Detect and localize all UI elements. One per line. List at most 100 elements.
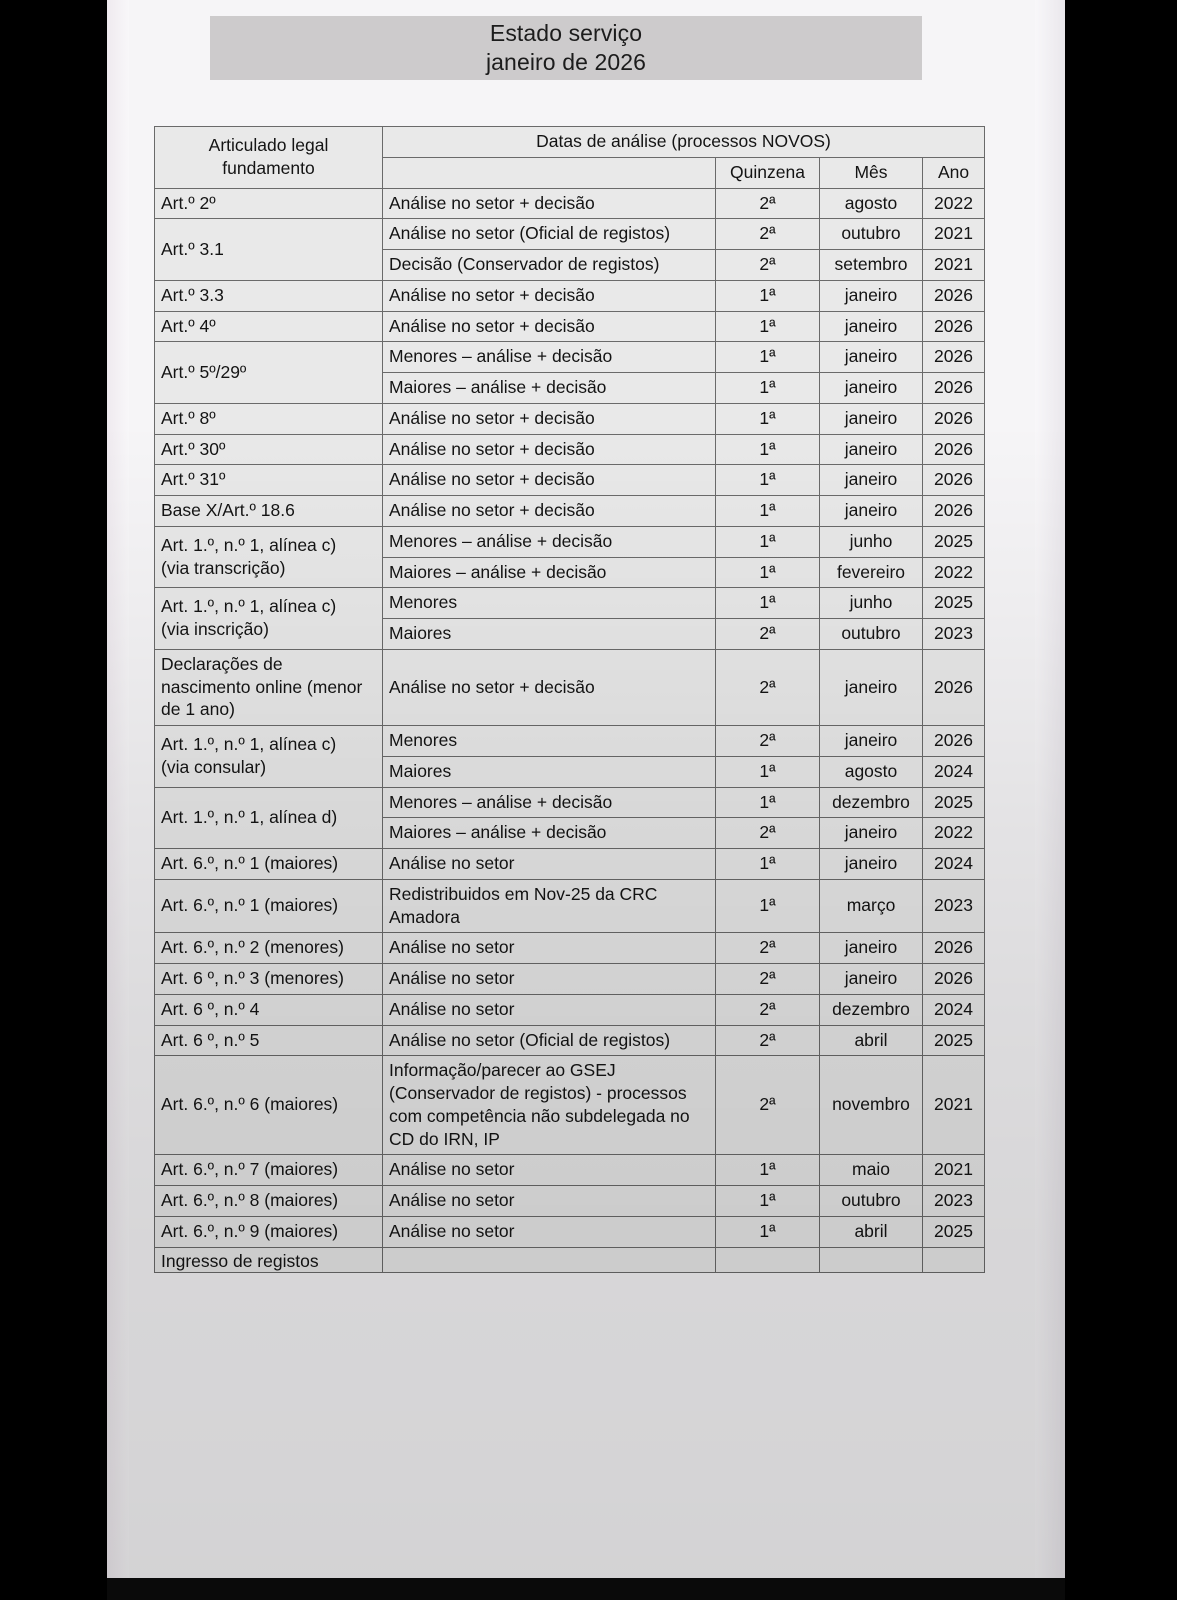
cell-descricao-analise: Análise no setor + decisão <box>382 310 716 343</box>
cell-articulado-line-1: Art.º 5º/29º <box>161 361 247 382</box>
cell-ano: 2024 <box>921 993 986 1026</box>
cell-mes: outubro <box>819 218 923 250</box>
cell-articulado-line-1: Art.º 3.1 <box>161 238 224 259</box>
cell-mes: janeiro <box>819 648 923 727</box>
cell-ano: 2026 <box>921 495 986 527</box>
cell-mes: maio <box>819 1154 923 1186</box>
cell-articulado-line-1: Base X/Art.º 18.6 <box>161 500 295 520</box>
cell-articulado-legal: Art. 1.º, n.º 1, alínea c) (via consular) <box>154 725 383 788</box>
column-header-articulado-line-2: fundamento <box>222 157 315 178</box>
cell-articulado-legal: Art. 6.º, n.º 7 (maiores) <box>154 1154 383 1186</box>
table-row: Art. 6.º, n.º 2 (menores) Análise no seto… <box>154 932 986 964</box>
cell-descricao-analise: Decisão (Conservador de registos) <box>382 249 716 281</box>
column-header-datas-analise: Datas de análise (processos NOVOS) <box>381 126 986 158</box>
cell-articulado-legal: Art.º 5º/29º <box>154 341 383 404</box>
cell-descricao-analise: Análise no setor <box>382 963 716 995</box>
cell-quinzena: 1ª <box>715 1185 820 1217</box>
cell-ano: 2024 <box>921 755 986 788</box>
cell-mes: agosto <box>819 755 923 788</box>
cell-quinzena: 1ª <box>715 1215 820 1248</box>
cell-ano: 2026 <box>921 433 986 466</box>
cell-quinzena: 1ª <box>715 587 820 619</box>
cell-ano: 2023 <box>921 618 986 650</box>
page-bottom-black-bar <box>107 1578 1065 1600</box>
cell-articulado-line-1: Art. 6 º, n.º 4 <box>161 998 260 1019</box>
cell-articulado-line-1: Art.º 31º <box>161 469 226 490</box>
cell-ano: 2023 <box>921 878 986 934</box>
cell-descricao-analise: Análise no setor <box>382 1185 716 1217</box>
cell-articulado-legal: Base X/Art.º 18.6 <box>154 495 383 527</box>
cell-mes: abril <box>819 1024 923 1057</box>
table-row: Art.º 5º/29º Menores – análise + decisão 1… <box>154 341 986 404</box>
cell-mes: abril <box>819 1215 923 1248</box>
cell-quinzena: 1ª <box>715 464 820 496</box>
column-header-quinzena: Quinzena <box>715 156 820 189</box>
cell-mes: fevereiro <box>819 556 923 589</box>
cell-articulado-line-1: Art. 1.º, n.º 1, alínea d) <box>161 806 338 827</box>
cell-quinzena: 2ª <box>715 963 820 995</box>
cell-mes: janeiro <box>819 963 923 995</box>
cell-articulado-line-1: Art.º 4º <box>161 315 216 336</box>
cell-articulado-legal: Art.º 3.3 <box>154 279 383 312</box>
cell-mes: junho <box>819 525 923 558</box>
cell-articulado-legal: Art. 6.º, n.º 9 (maiores) <box>154 1215 383 1248</box>
table-header-row-1: Articulado legal fundamento Datas de aná… <box>154 126 986 189</box>
cell-articulado-legal: Art. 1.º, n.º 1, alínea c) (via transcriç… <box>154 525 383 589</box>
cell-descricao-analise: Análise no setor <box>382 848 716 880</box>
cell-ano: 2021 <box>921 218 986 250</box>
cell-ano: 2026 <box>921 963 986 995</box>
table-row: Maiores 2ª outubro 2023 <box>155 618 986 650</box>
table-row: Art. 6 º, n.º 4 Análise no setor 2ª dezembr… <box>154 993 986 1026</box>
cell-quinzena: 1ª <box>715 878 820 934</box>
document-title-banner: Estado serviço janeiro de 2026 <box>210 16 922 80</box>
cell-articulado-legal: Art. 6.º, n.º 1 (maiores) <box>154 848 383 880</box>
cell-mes: janeiro <box>819 817 923 849</box>
cell-articulado-legal: Ingresso de registos <box>154 1246 383 1274</box>
cell-descricao-analise: Análise no setor + decisão <box>382 464 716 496</box>
cell-articulado-legal: Art.º 4º <box>154 310 383 343</box>
cell-mes: janeiro <box>819 932 923 964</box>
cell-articulado-legal: Art. 6 º, n.º 3 (menores) <box>154 963 383 995</box>
cell-descricao-analise: Redistribuidos em Nov-25 da CRC Amadora <box>382 878 716 934</box>
table-row: Art.º 30º Análise no setor + decisão 1ª jan… <box>154 433 986 466</box>
table-row: Art. 6.º, n.º 1 (maiores) Redistribuidos … <box>154 878 986 934</box>
cell-articulado-legal: Declarações de nascimento online (menor … <box>154 648 383 727</box>
cell-quinzena: 2ª <box>715 993 820 1026</box>
cell-mes <box>819 1246 923 1274</box>
cell-mes: agosto <box>819 187 923 220</box>
cell-ano: 2025 <box>921 1215 986 1248</box>
cell-quinzena: 1ª <box>715 755 820 788</box>
cell-mes: dezembro <box>819 993 923 1026</box>
cell-descricao-analise: Análise no setor + decisão <box>382 187 716 220</box>
table-row: Art. 6.º, n.º 1 (maiores) Análise no seto… <box>154 848 986 880</box>
cell-articulado-line-1: Art. 1.º, n.º 1, alínea c) <box>161 596 337 617</box>
cell-articulado-line-1: Art.º 3.3 <box>161 284 224 305</box>
cell-articulado-line-2: (via transcrição) <box>161 557 286 578</box>
cell-quinzena: 2ª <box>715 187 820 220</box>
cell-quinzena: 1ª <box>715 341 820 373</box>
cell-articulado-line-1: Art. 6 º, n.º 5 <box>161 1029 260 1050</box>
table-row: Art. 6.º, n.º 6 (maiores) Informação/pare… <box>154 1055 986 1156</box>
cell-articulado-line-1: Art.º 8º <box>161 407 216 428</box>
cell-ano: 2025 <box>921 1024 986 1057</box>
table-row: Art.º 4º Análise no setor + decisão 1ª jane… <box>154 310 986 343</box>
cell-quinzena: 1ª <box>715 279 820 312</box>
cell-ano: 2026 <box>921 932 986 964</box>
cell-ano: 2022 <box>921 556 986 589</box>
cell-ano: 2026 <box>921 402 986 435</box>
cell-quinzena: 2ª <box>715 249 820 281</box>
column-header-articulado-line-1: Articulado legal <box>208 135 329 155</box>
service-status-table: Articulado legal fundamento Datas de aná… <box>154 126 986 1274</box>
document-page: Estado serviço janeiro de 2026 Articulad… <box>107 0 1065 1578</box>
cell-ano: 2026 <box>921 279 986 312</box>
table-row: Art.º 2º Análise no setor + decisão 2ª agos… <box>154 187 986 220</box>
document-title-line-2: janeiro de 2026 <box>485 49 647 75</box>
cell-articulado-line-1: Art. 6.º, n.º 9 (maiores) <box>161 1220 339 1241</box>
cell-descricao-analise: Análise no setor + decisão <box>382 495 716 527</box>
cell-ano: 2025 <box>921 525 986 558</box>
table-row: Art. 1.º, n.º 1, alínea c) (via inscrição… <box>154 587 986 650</box>
cell-ano: 2026 <box>921 372 986 404</box>
cell-articulado-legal: Art. 6.º, n.º 6 (maiores) <box>154 1055 383 1156</box>
cell-quinzena: 2ª <box>715 1024 820 1057</box>
